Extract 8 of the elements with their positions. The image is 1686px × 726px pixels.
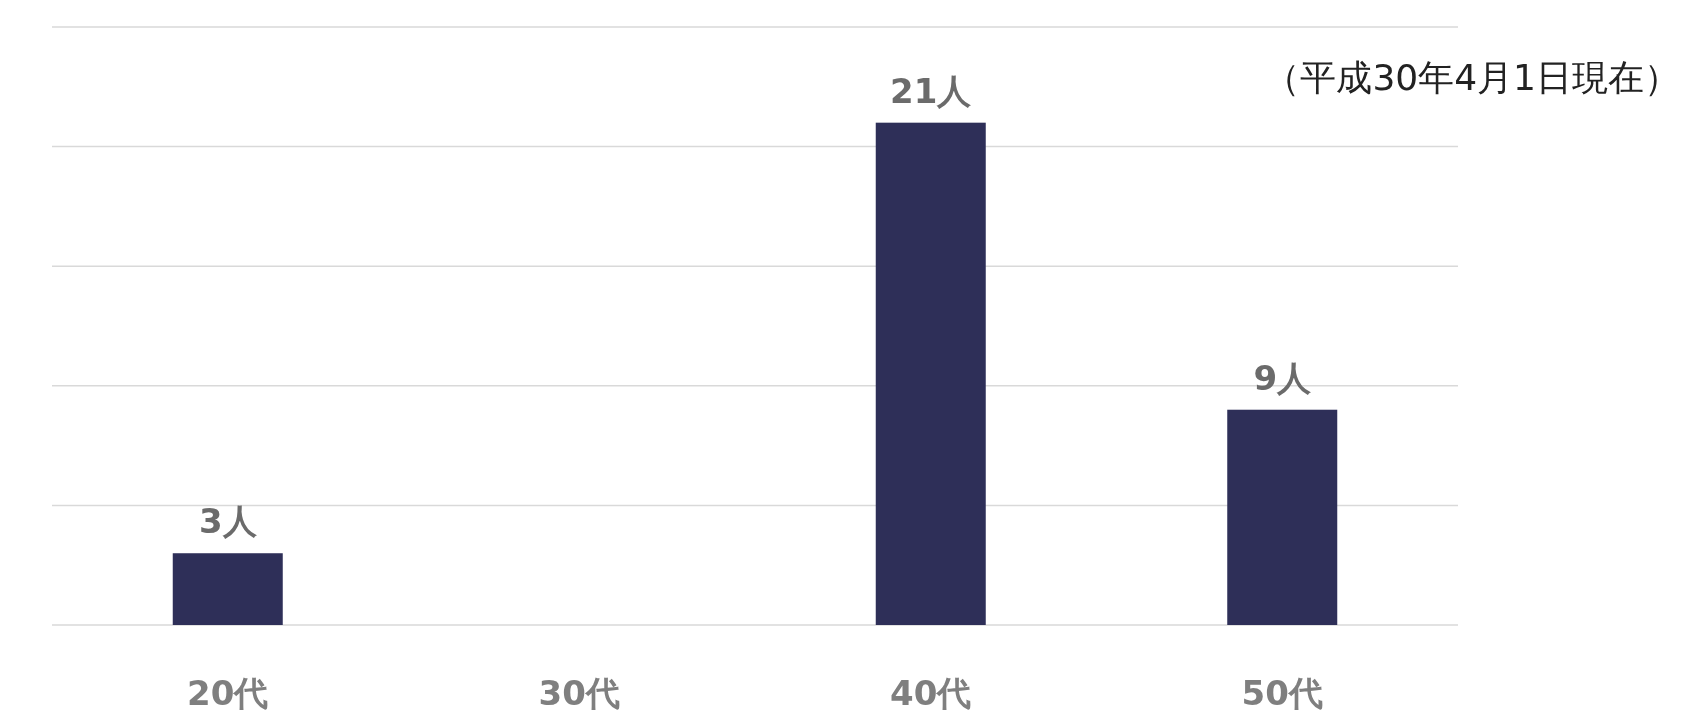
data-label: 21人 (890, 70, 973, 111)
x-tick-label: 40代 (890, 673, 972, 713)
x-tick-label: 20代 (187, 673, 269, 713)
annotation: （平成30年4月1日現在） (1264, 57, 1680, 98)
data-label: 9人 (1253, 357, 1313, 398)
x-tick-label: 50代 (1241, 673, 1323, 713)
data-label: 3人 (198, 501, 258, 542)
x-tick-label: 30代 (538, 673, 620, 713)
